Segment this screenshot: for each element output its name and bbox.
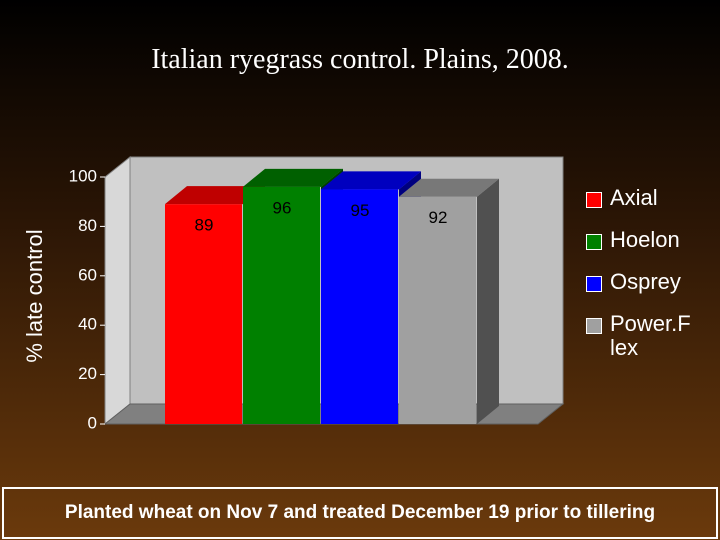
legend-item: Osprey xyxy=(586,270,692,294)
legend-swatch xyxy=(586,192,602,208)
legend-swatch xyxy=(586,234,602,250)
bar-top xyxy=(399,178,499,197)
bar-top-shade xyxy=(165,186,265,205)
legend-label: Power.Flex xyxy=(610,311,691,360)
legend-swatch xyxy=(586,276,602,292)
bar-top-shade xyxy=(321,171,421,190)
y-tick-label: 0 xyxy=(88,413,97,432)
legend-label: Axial xyxy=(610,185,658,210)
bar-top xyxy=(243,168,343,187)
bar xyxy=(165,204,242,424)
y-tick-label: 60 xyxy=(78,265,97,284)
y-tick-label: 100 xyxy=(69,166,97,185)
legend: Axial Hoelon Osprey Power.Flex xyxy=(586,186,692,378)
y-tick-label: 20 xyxy=(78,364,97,383)
bar xyxy=(243,186,320,424)
legend-item: Hoelon xyxy=(586,228,692,252)
value-label: 95 xyxy=(351,201,370,220)
bar-side-shade xyxy=(477,178,499,424)
bar-top-shade xyxy=(243,168,343,187)
chart-title: Italian ryegrass control. Plains, 2008. xyxy=(151,44,569,75)
y-tick-label: 40 xyxy=(78,315,97,334)
bar-top xyxy=(321,171,421,190)
legend-label: Hoelon xyxy=(610,227,680,252)
y-tick-label: 80 xyxy=(78,216,97,235)
legend-swatch xyxy=(586,318,602,334)
bar-top xyxy=(165,186,265,205)
bar xyxy=(321,189,398,424)
bar xyxy=(399,196,476,424)
caption: Planted wheat on Nov 7 and treated Decem… xyxy=(2,487,718,539)
legend-item: Axial xyxy=(586,186,692,210)
y-axis-label: % late control xyxy=(22,229,47,362)
legend-item: Power.Flex xyxy=(586,312,692,360)
value-label: 96 xyxy=(273,198,292,217)
side-wall xyxy=(104,155,131,426)
value-label: 89 xyxy=(195,216,214,235)
bar-top-shade xyxy=(399,178,499,197)
legend-label: Osprey xyxy=(610,269,681,294)
value-label: 92 xyxy=(429,208,448,227)
